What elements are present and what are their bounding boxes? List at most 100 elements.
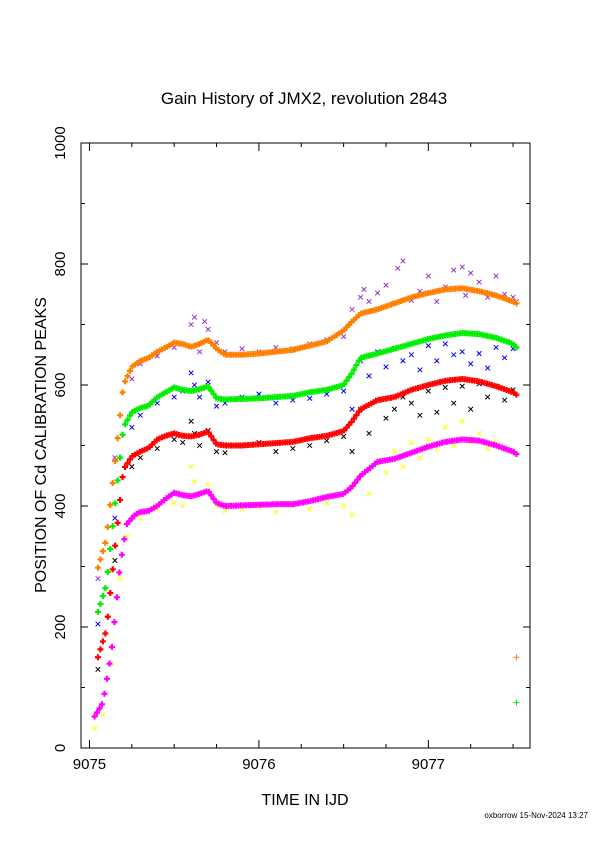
- fit-point: [114, 519, 121, 526]
- fit-point: [97, 556, 104, 563]
- x-tick-label: 9075: [73, 756, 106, 773]
- fit-point: [94, 564, 101, 571]
- fit-point: [101, 690, 108, 697]
- fit-point: [341, 381, 348, 388]
- fit-point: [97, 600, 104, 607]
- y-tick-label: 400: [52, 493, 69, 518]
- fit-point: [107, 546, 114, 553]
- fit-point: [122, 464, 129, 471]
- fit-point: [210, 436, 217, 443]
- fit-point: [109, 566, 116, 573]
- x-axis-label: TIME IN IJD: [261, 792, 348, 809]
- scatter-point: [202, 318, 208, 325]
- fit-point: [513, 300, 520, 307]
- scatter-point: [137, 412, 143, 418]
- scatter-point: [408, 439, 415, 446]
- fit-point: [117, 412, 124, 419]
- scatter-point: [484, 394, 491, 400]
- scatter-point: [129, 376, 135, 382]
- scatter-point: [366, 298, 372, 305]
- scatter-point: [434, 358, 440, 364]
- scatter-point: [468, 270, 474, 276]
- scatter-point: [191, 382, 198, 388]
- fit-point: [353, 362, 360, 369]
- scatter-point: [425, 388, 431, 394]
- scatter-point: [213, 448, 220, 455]
- scatter-point: [340, 433, 347, 440]
- fit-point: [350, 366, 357, 373]
- scatter-point: [340, 333, 347, 340]
- fit-point: [210, 495, 217, 502]
- scatter-point: [307, 395, 313, 401]
- scatter-point: [417, 454, 423, 461]
- fit-point: [124, 416, 131, 423]
- scatter-point: [112, 557, 118, 564]
- fit-point: [113, 594, 120, 601]
- scatter-point: [425, 343, 431, 349]
- scatter-point: [434, 409, 440, 415]
- scatter-point: [171, 394, 177, 400]
- y-axis-label: POSITION OF Cd CALIBRATION PEAKS: [33, 297, 50, 593]
- fit-point: [112, 542, 119, 549]
- fit-point: [122, 378, 129, 385]
- fit-point: [343, 377, 350, 384]
- scatter-point: [137, 454, 143, 461]
- plot-area: [91, 258, 520, 732]
- fit-point: [102, 585, 109, 592]
- plot-frame: [80, 142, 531, 749]
- scatter-point: [95, 621, 101, 627]
- fit-point: [118, 551, 125, 558]
- scatter-point: [501, 397, 508, 403]
- scatter-point: [417, 367, 423, 373]
- scatter-point: [459, 264, 465, 270]
- fit-point: [346, 374, 353, 381]
- fit-point: [104, 613, 111, 620]
- fit-point: [350, 415, 357, 422]
- fit-point: [355, 357, 362, 364]
- scatter-point: [95, 666, 101, 673]
- scatter-point: [171, 500, 177, 506]
- scatter-point: [180, 439, 186, 446]
- scatter-point: [112, 515, 118, 521]
- scatter-point: [239, 346, 245, 352]
- fit-point: [102, 539, 109, 546]
- scatter-point: [324, 500, 330, 506]
- scatter-point: [395, 265, 401, 271]
- y-tick-label: 0: [52, 744, 69, 752]
- scatter-point: [468, 361, 474, 367]
- scatter-point: [451, 400, 457, 406]
- scatter-point: [196, 442, 203, 449]
- scatter-point: [307, 442, 313, 449]
- scatter-point: [154, 445, 160, 452]
- scatter-point: [434, 298, 440, 305]
- scatter-point: [366, 491, 372, 497]
- fit-point: [126, 367, 133, 374]
- fit-point: [97, 646, 104, 653]
- scatter-point: [290, 445, 296, 452]
- scatter-point: [137, 515, 143, 521]
- scatter-point: [366, 430, 372, 437]
- fit-point: [348, 418, 355, 425]
- marker-point: [513, 699, 520, 706]
- fit-point: [111, 619, 118, 626]
- fit-point: [107, 590, 114, 597]
- scatter-point: [408, 352, 415, 358]
- x-tick-label: 9077: [412, 756, 445, 773]
- scatter-point: [349, 448, 355, 455]
- footer-credit: oxborrow 15-Nov-2024 13:27: [484, 811, 588, 820]
- marker-point: [513, 654, 520, 661]
- scatter-point: [442, 341, 448, 347]
- scatter-point: [273, 400, 279, 406]
- scatter-point: [442, 384, 448, 391]
- fit-point: [91, 713, 98, 720]
- fit-point: [116, 569, 123, 576]
- fit-point: [99, 593, 106, 600]
- fit-point: [513, 391, 520, 398]
- fit-point: [112, 500, 119, 507]
- scatter-point: [290, 397, 296, 403]
- scatter-point: [205, 379, 211, 385]
- scatter-point: [451, 442, 457, 449]
- scatter-point: [273, 509, 279, 515]
- fit-point: [124, 373, 131, 380]
